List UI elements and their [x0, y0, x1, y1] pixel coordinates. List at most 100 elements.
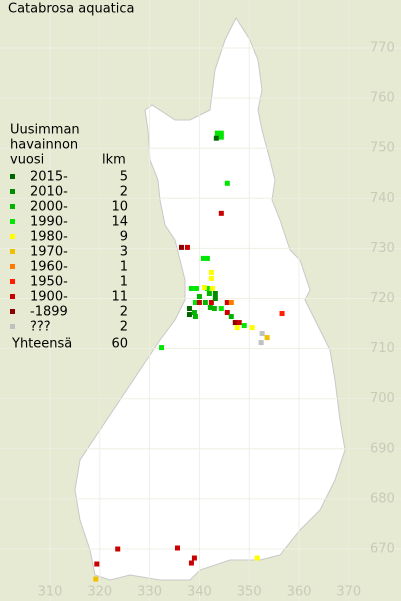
legend-header: havainnon [10, 138, 78, 153]
observation [258, 340, 264, 346]
legend-swatch [10, 279, 15, 284]
legend-total-label: Yhteensä [11, 337, 72, 352]
observation [192, 300, 198, 306]
observation [186, 306, 192, 312]
legend-swatch [10, 309, 15, 314]
observation [208, 269, 214, 275]
legend-count: 5 [120, 170, 128, 185]
y-tick-label: 680 [370, 491, 395, 506]
observation [218, 306, 224, 312]
legend-count: 3 [120, 245, 128, 260]
observation [249, 325, 255, 331]
legend-count: 1 [120, 275, 128, 290]
observation [206, 290, 212, 296]
legend-label: 2015- [30, 170, 68, 185]
observation [254, 555, 260, 561]
legend-label: 2000- [30, 200, 68, 215]
x-tick-label: 330 [137, 585, 162, 600]
x-tick-label: 370 [336, 585, 361, 600]
y-tick-label: 670 [370, 542, 395, 557]
legend-swatch [10, 189, 15, 194]
observation [228, 314, 234, 320]
observation [264, 335, 270, 341]
observation [207, 305, 213, 311]
legend-count: 1 [120, 260, 128, 275]
y-tick-label: 730 [370, 241, 395, 256]
observation [174, 545, 180, 551]
observation [184, 244, 190, 250]
observation [236, 320, 242, 326]
observation [191, 310, 197, 316]
x-tick-label: 360 [287, 585, 312, 600]
observation [232, 320, 238, 326]
observation [212, 296, 218, 301]
observation [224, 310, 230, 316]
observation [213, 135, 219, 141]
x-tick-label: 310 [38, 585, 63, 600]
legend-label: 1990- [30, 215, 68, 230]
legend-label: ??? [30, 320, 51, 335]
legend-swatch [10, 264, 15, 269]
y-tick-label: 710 [370, 341, 395, 356]
observation [218, 130, 224, 136]
observation [192, 314, 198, 320]
legend-swatch [10, 219, 15, 224]
legend-swatch [10, 204, 15, 209]
observation [94, 561, 100, 567]
observation [241, 323, 247, 329]
legend-count: 11 [111, 290, 128, 305]
legend-swatch [10, 324, 15, 329]
observation [186, 312, 192, 318]
legend-count: 14 [111, 215, 128, 230]
x-tick-label: 320 [87, 585, 112, 600]
legend-header: vuosi [10, 153, 44, 168]
observation [212, 290, 218, 296]
legend-swatch [10, 294, 15, 299]
legend-count: 2 [120, 320, 128, 335]
observation [218, 134, 224, 140]
y-tick-label: 760 [370, 91, 395, 106]
observation [204, 255, 210, 261]
observation [259, 331, 265, 337]
observation [201, 284, 207, 290]
y-tick-label: 690 [370, 441, 395, 456]
legend-count: 2 [120, 305, 128, 320]
observation [228, 300, 234, 306]
observation [214, 130, 220, 136]
y-tick-label: 700 [370, 391, 395, 406]
legend-swatch [10, 249, 15, 254]
x-tick-label: 340 [187, 585, 212, 600]
legend-count: 10 [111, 200, 128, 215]
observation [178, 244, 184, 250]
legend-count: 9 [120, 230, 128, 245]
observation [188, 285, 194, 291]
observation [115, 546, 121, 552]
legend-label: 1950- [30, 275, 68, 290]
observation [209, 285, 215, 291]
legend-total: 60 [111, 337, 128, 352]
observation [224, 180, 230, 186]
legend-swatch [10, 234, 15, 239]
y-tick-label: 720 [370, 291, 395, 306]
observation [196, 293, 202, 299]
observation [159, 345, 165, 351]
legend-label: 2010- [30, 185, 68, 200]
observation [218, 210, 224, 216]
legend-count: 2 [120, 185, 128, 200]
observation [208, 275, 214, 281]
legend-label: 1970- [30, 245, 68, 260]
observation [191, 555, 197, 561]
y-tick-label: 770 [370, 41, 395, 56]
observation [202, 300, 208, 306]
observation [196, 300, 202, 306]
legend-label: 1960- [30, 260, 68, 275]
legend-header: Uusimman [10, 123, 80, 138]
observation [234, 325, 240, 331]
observation [188, 560, 194, 566]
y-tick-label: 750 [370, 141, 395, 156]
legend-label: -1899 [30, 305, 68, 320]
legend-swatch [10, 174, 15, 179]
observation [224, 300, 230, 306]
observation [200, 255, 206, 261]
